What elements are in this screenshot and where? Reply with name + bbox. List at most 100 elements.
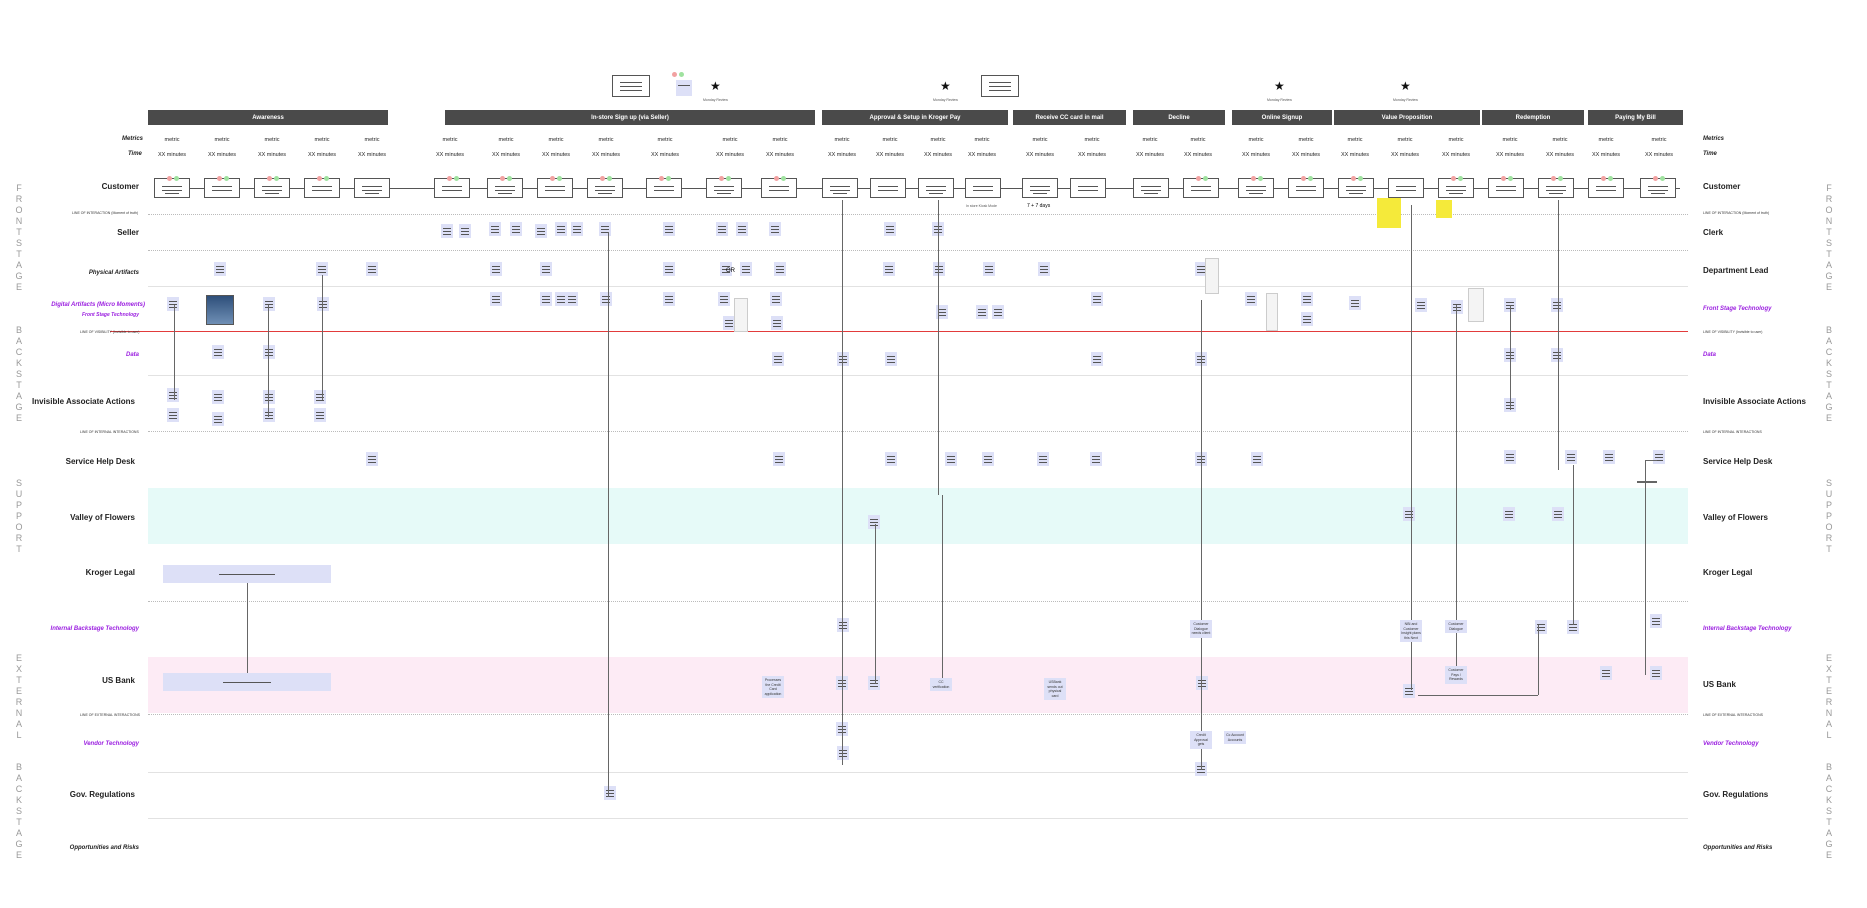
metric-value: metric	[1298, 137, 1314, 143]
time-value: XX minutes	[491, 152, 521, 158]
sticky-note	[1535, 620, 1547, 634]
customer-screen-card	[1070, 178, 1106, 198]
star-caption-1: Monday Review	[703, 98, 728, 102]
metric-value: metric	[882, 137, 898, 143]
sticky-note	[490, 262, 502, 276]
lane-help-desk-right: Service Help Desk	[1703, 457, 1773, 466]
sticky-note	[599, 222, 611, 236]
time-value: XX minutes	[715, 152, 745, 158]
customer-screen-card	[870, 178, 906, 198]
star-icon: ★	[710, 79, 721, 93]
connector	[1645, 460, 1657, 461]
doc-artifact	[1468, 288, 1484, 322]
sticky-note	[884, 222, 896, 236]
sticky-note	[316, 262, 328, 276]
sticky-note	[1403, 684, 1415, 698]
sticky-note	[1251, 452, 1263, 466]
sticky-note	[600, 292, 612, 306]
metric-value: metric	[657, 137, 673, 143]
sticky-note	[263, 390, 275, 404]
sticky-note	[736, 222, 748, 236]
sticky-note	[1038, 262, 1050, 276]
metric-value: metric	[1142, 137, 1158, 143]
connector	[1418, 695, 1538, 696]
lane-line-internal-right: LINE OF INTERNAL INTERACTIONS	[1703, 430, 1762, 434]
metric-value: metric	[1651, 137, 1667, 143]
sticky-note	[490, 292, 502, 306]
phase-header: Awareness	[148, 110, 388, 125]
sticky-note	[837, 746, 849, 760]
connector	[842, 200, 843, 765]
line-of-interaction	[148, 214, 1688, 215]
sticky-note	[1196, 676, 1208, 690]
customer-screen-card	[1388, 178, 1424, 198]
sticky-note	[885, 352, 897, 366]
top-sticky-1	[676, 80, 692, 96]
sticky-note	[1451, 300, 1463, 314]
sticky-note	[1653, 450, 1665, 464]
valley-band	[148, 488, 1688, 544]
sticky-note	[571, 222, 583, 236]
note-credit-approval: Credit Approval gets	[1190, 731, 1212, 749]
sticky-note	[1600, 666, 1612, 680]
lane-us-bank-right: US Bank	[1703, 680, 1736, 689]
sticky-note	[723, 316, 735, 330]
time-value: XX minutes	[1241, 152, 1271, 158]
time-value: XX minutes	[1545, 152, 1575, 158]
metric-value: metric	[974, 137, 990, 143]
lane-help-desk-left: Service Help Desk	[65, 457, 135, 466]
line-of-external-interactions	[148, 714, 1688, 715]
sticky-note	[1415, 298, 1427, 312]
note-customer-dialogue-2: Customer Dialogue	[1445, 620, 1467, 633]
note-cc-account: Cc Account Accounts	[1224, 731, 1246, 744]
star-caption-3: Monday Review	[1267, 98, 1292, 102]
customer-screen-card	[706, 176, 742, 198]
legal-bar	[163, 565, 331, 583]
phase-header: Receive CC card in mail	[1013, 110, 1126, 125]
lane-dept-lead-right: Department Lead	[1703, 266, 1769, 275]
time-value: XX minutes	[923, 152, 953, 158]
top-screen-artifact-2	[981, 75, 1019, 97]
metric-value: metric	[264, 137, 280, 143]
connector	[1456, 305, 1457, 675]
or-label: OR	[726, 268, 735, 274]
customer-screen-card	[487, 176, 523, 198]
time-value: XX minutes	[591, 152, 621, 158]
connector	[174, 305, 175, 400]
sticky-note	[1245, 292, 1257, 306]
customer-screen-card	[1538, 176, 1574, 198]
sticky-note	[1090, 452, 1102, 466]
lane-us-bank-left: US Bank	[102, 676, 135, 685]
metric-value: metric	[1448, 137, 1464, 143]
sticky-note	[1403, 507, 1415, 521]
lane-digital-left: Digital Artifacts (Micro Moments)	[51, 302, 145, 308]
customer-screen-card	[1022, 178, 1058, 198]
sticky-note	[769, 222, 781, 236]
divider-physical	[148, 286, 1688, 287]
time-value: XX minutes	[1441, 152, 1471, 158]
sticky-note	[982, 452, 994, 466]
customer-screen-card	[646, 176, 682, 198]
sticky-note	[1301, 292, 1313, 306]
connector	[608, 232, 609, 797]
phase-header: Decline	[1133, 110, 1225, 125]
line-of-visibility	[110, 331, 1688, 332]
divider-legal	[148, 601, 1688, 602]
divider-gov	[148, 818, 1688, 819]
metric-value: metric	[442, 137, 458, 143]
time-row-label: Time	[128, 151, 142, 157]
sticky-note	[774, 262, 786, 276]
sticky-note	[1551, 298, 1563, 312]
lane-vendor-tech-right: Vendor Technology	[1703, 741, 1759, 747]
note-customer-rewards: Customer Pays / Rewards	[1445, 666, 1467, 684]
metric-value: metric	[548, 137, 564, 143]
customer-screen-card	[434, 176, 470, 198]
sticky-note	[167, 408, 179, 422]
sticky-note	[883, 262, 895, 276]
metric-value: metric	[364, 137, 380, 143]
lane-physical-left: Physical Artifacts	[88, 270, 139, 276]
time-value: XX minutes	[1291, 152, 1321, 158]
sticky-note	[933, 262, 945, 276]
